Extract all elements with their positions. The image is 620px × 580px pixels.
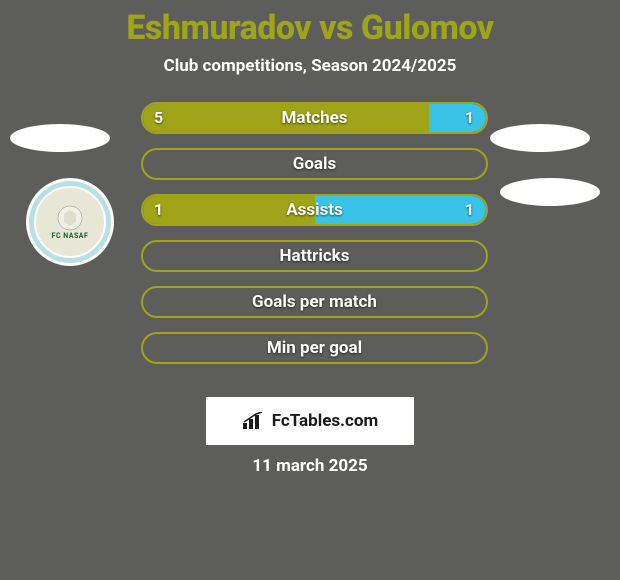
stat-value-right: 1 [465, 194, 474, 226]
fctables-logo-icon [242, 412, 266, 430]
chart-area: FC NASAF Matches 5 1 Goals Assists 1 1 Hattrick… [0, 102, 620, 364]
stat-row: Hattricks [0, 240, 620, 272]
stat-row: Min per goal [0, 332, 620, 364]
subtitle: Club competitions, Season 2024/2025 [0, 56, 620, 76]
footer-text: FcTables.com [272, 411, 378, 431]
stat-row: Matches 5 1 [0, 102, 620, 134]
stat-label: Goals [293, 154, 337, 174]
stat-bar-bg: Goals per match [141, 286, 488, 318]
stat-value-left: 1 [154, 194, 163, 226]
stat-bar-bg: Min per goal [141, 332, 488, 364]
date-label: 11 march 2025 [252, 456, 367, 476]
club-badge-text: FC NASAF [52, 232, 89, 240]
page-title: Eshmuradov vs Gulomov [0, 0, 620, 48]
stat-bar-bg: Matches [141, 102, 488, 134]
infographic-container: Eshmuradov vs Gulomov Club competitions,… [0, 0, 620, 580]
stat-bar-bg: Hattricks [141, 240, 488, 272]
stat-value-right: 1 [465, 102, 474, 134]
stat-row: Assists 1 1 [0, 194, 620, 226]
stat-row: Goals per match [0, 286, 620, 318]
stat-label: Hattricks [279, 246, 349, 266]
footer-attribution: FcTables.com [206, 397, 414, 445]
stat-bar-bg: Goals [141, 148, 488, 180]
stat-label: Min per goal [267, 338, 362, 358]
stat-label: Goals per match [252, 292, 377, 312]
stat-bar-bg: Assists [141, 194, 488, 226]
stat-row: Goals [0, 148, 620, 180]
stat-label: Matches [281, 108, 347, 128]
stat-value-left: 5 [154, 102, 163, 134]
stat-bar-right [429, 104, 486, 132]
stat-label: Assists [286, 200, 343, 220]
